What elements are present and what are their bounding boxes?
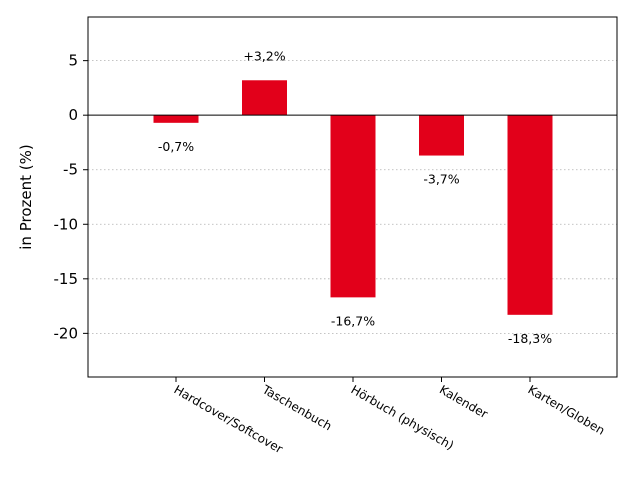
data-label: -16,7% xyxy=(331,313,375,328)
y-tick-label: -5 xyxy=(63,161,78,179)
y-axis-title: in Prozent (%) xyxy=(17,144,35,249)
y-tick-label: -10 xyxy=(54,215,79,233)
data-label: +3,2% xyxy=(243,48,285,63)
y-tick-label: 0 xyxy=(68,106,78,124)
bar xyxy=(507,115,553,315)
x-tick-label: Kalender xyxy=(437,382,490,421)
y-axis: 5 0 -5 -10 -15 -20 xyxy=(54,52,88,342)
y-tick-label: -20 xyxy=(54,324,79,342)
bar xyxy=(153,115,199,123)
x-tick-label: Taschenbuch xyxy=(259,382,334,433)
x-tick-label: Karten/Globen xyxy=(526,382,608,437)
bar xyxy=(242,80,287,116)
y-tick-label: -15 xyxy=(54,270,79,288)
y-tick-label: 5 xyxy=(68,52,78,70)
bars xyxy=(153,80,553,315)
bar xyxy=(330,115,376,298)
data-label: -3,7% xyxy=(423,172,459,187)
bar xyxy=(419,115,464,156)
data-label: -0,7% xyxy=(158,139,194,154)
data-labels: -0,7% +3,2% -16,7% -3,7% -18,3% xyxy=(158,48,552,346)
data-label: -18,3% xyxy=(508,331,552,346)
